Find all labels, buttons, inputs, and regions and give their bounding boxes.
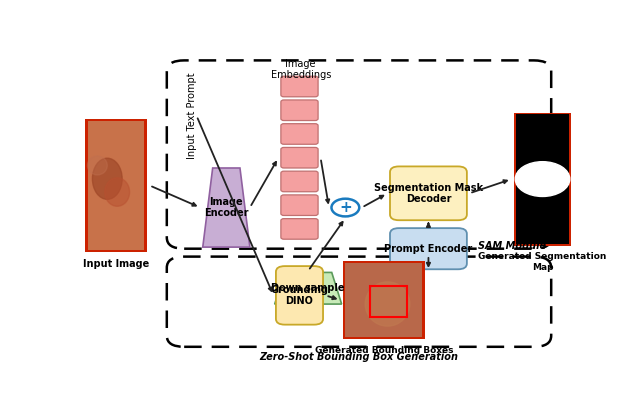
Text: Segmentation Mask
Decoder: Segmentation Mask Decoder xyxy=(374,182,483,204)
FancyBboxPatch shape xyxy=(281,148,318,168)
Text: Image
Embeddings: Image Embeddings xyxy=(271,59,331,81)
Text: Input Text Prompt: Input Text Prompt xyxy=(187,72,196,159)
Bar xyxy=(88,121,144,250)
Text: Generated Bounding Boxes: Generated Bounding Boxes xyxy=(314,346,453,355)
Polygon shape xyxy=(275,272,342,304)
FancyBboxPatch shape xyxy=(281,219,318,239)
Bar xyxy=(370,286,408,317)
FancyBboxPatch shape xyxy=(276,266,323,325)
FancyBboxPatch shape xyxy=(281,100,318,120)
FancyBboxPatch shape xyxy=(281,124,318,144)
Bar xyxy=(343,261,425,339)
Bar xyxy=(516,114,568,244)
FancyBboxPatch shape xyxy=(390,166,467,220)
FancyBboxPatch shape xyxy=(281,171,318,192)
Ellipse shape xyxy=(105,178,129,206)
Text: Generated Segmentation
Map: Generated Segmentation Map xyxy=(478,252,607,272)
Circle shape xyxy=(332,199,359,217)
Bar xyxy=(346,263,422,337)
Polygon shape xyxy=(203,168,250,247)
Ellipse shape xyxy=(365,282,410,326)
Bar xyxy=(85,119,147,252)
Text: Grounding
DINO: Grounding DINO xyxy=(271,284,328,306)
FancyBboxPatch shape xyxy=(281,195,318,215)
FancyBboxPatch shape xyxy=(281,76,318,97)
Bar xyxy=(514,113,571,245)
Text: Input Image: Input Image xyxy=(83,259,149,269)
Text: Image
Encoder: Image Encoder xyxy=(204,197,248,218)
Circle shape xyxy=(515,162,570,196)
Ellipse shape xyxy=(92,158,122,199)
Text: Prompt Encoder: Prompt Encoder xyxy=(384,244,472,254)
Text: SAM Module: SAM Module xyxy=(478,240,547,251)
Ellipse shape xyxy=(88,156,108,175)
Text: Zero-Shot Bounding Box Generation: Zero-Shot Bounding Box Generation xyxy=(259,353,458,363)
Text: +: + xyxy=(339,200,352,215)
FancyBboxPatch shape xyxy=(390,228,467,269)
Text: Down sample: Down sample xyxy=(271,283,345,293)
